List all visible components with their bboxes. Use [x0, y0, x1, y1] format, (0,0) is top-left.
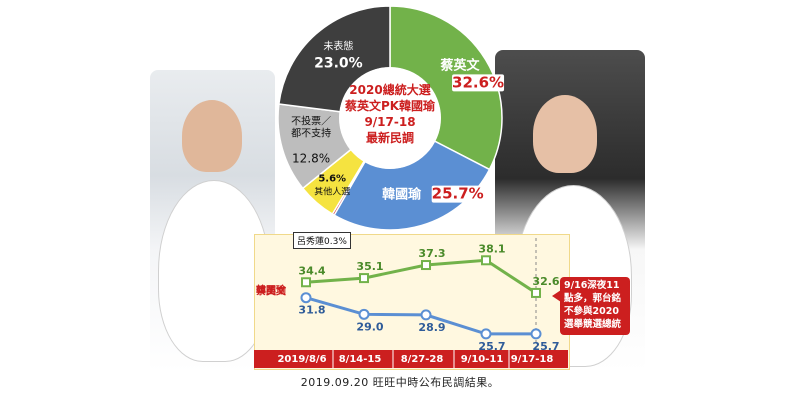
series-point [358, 308, 370, 320]
data-label: 28.9 [418, 321, 445, 334]
caption: 2019.09.20 旺旺中時公布民調結果。 [300, 376, 500, 389]
series-point [301, 277, 311, 288]
data-label: 32.6 [532, 275, 559, 288]
head-shape [182, 100, 242, 172]
pie-title-line: 蔡英文PK韓國瑜 [344, 98, 436, 113]
data-label: 34.4 [298, 264, 325, 277]
data-label: 31.8 [298, 304, 325, 317]
pie-value-0: 32.6% [452, 73, 504, 91]
note-arrow [552, 290, 561, 302]
lu-tag: 呂秀蓮0.3% [293, 232, 351, 249]
date-label-4: 9/17-18 [511, 354, 554, 365]
pie-label-4: 都不支持 [291, 126, 331, 139]
series-point [481, 255, 491, 266]
pie-title-line: 9/17-18 [364, 115, 415, 129]
lu-tag-name: 呂秀蓮 [297, 237, 325, 247]
pie-value-1: 25.7% [432, 185, 484, 203]
pie-title-line: 2020總統大選 [349, 82, 430, 97]
legend-label-0: 蔡英文 [255, 284, 287, 297]
pie-value-bg-1 [431, 185, 484, 203]
left-candidate-photo [150, 70, 275, 372]
data-label: 25.7 [478, 340, 505, 353]
pie-label-4: 不投票／ [291, 114, 331, 127]
pie-value-4: 12.8% [292, 151, 330, 165]
legend-label-1: 韓國瑜 [256, 284, 287, 297]
shirt-shape [158, 180, 270, 362]
date-label-2: 8/27-28 [401, 354, 444, 365]
data-label: 29.0 [356, 320, 383, 333]
data-label: 35.1 [356, 260, 383, 273]
pie-title-line: 最新民調 [366, 130, 414, 145]
pie-center [339, 67, 441, 169]
pie-label-5: 未表態 [323, 39, 353, 52]
pie-label-3: 其他人選 [314, 185, 350, 197]
pie-label-1: 韓國瑜 [382, 187, 422, 203]
pie-value-bg-0 [452, 74, 505, 92]
note-box [560, 277, 630, 335]
series-point [480, 328, 492, 340]
head-shape-right [533, 95, 597, 173]
note-text: 9/16深夜11點多，郭台銘不參與2020選舉競選總統 [564, 280, 622, 330]
date-label-3: 9/10-11 [461, 354, 504, 365]
series-point [530, 328, 542, 340]
lu-tag-value: 0.3% [324, 237, 347, 247]
trend-chart-svg: 2019/8/6 8/14-15 8/27-28 9/10-11 9/17-18 34.4… [255, 238, 560, 368]
pie-label-0: 蔡英文 [440, 57, 481, 73]
series-point [531, 287, 541, 298]
trend-chart: 2019/8/6 8/14-15 8/27-28 9/10-11 9/17-18 34.4… [254, 234, 568, 368]
pie-value-3: 5.6% [318, 173, 346, 184]
date-label-0: 2019/8/6 [277, 354, 326, 365]
series-point [421, 260, 431, 271]
series-point [300, 292, 312, 304]
series-point [420, 309, 432, 321]
series-point [359, 273, 369, 284]
poll-figure: 2020總統大選 蔡英文PK韓國瑜 9/17-18 最新民調 蔡英文 32.6% 韓國瑜 25… [150, 0, 650, 372]
data-label: 25.7 [532, 340, 559, 353]
pie-chart: 2020總統大選 蔡英文PK韓國瑜 9/17-18 最新民調 蔡英文 32.6% 韓國瑜 25… [275, 3, 505, 233]
data-label: 38.1 [478, 242, 505, 255]
pie-value-5: 23.0% [314, 55, 363, 71]
date-label-1: 8/14-15 [339, 354, 382, 365]
data-label: 37.3 [418, 247, 445, 260]
